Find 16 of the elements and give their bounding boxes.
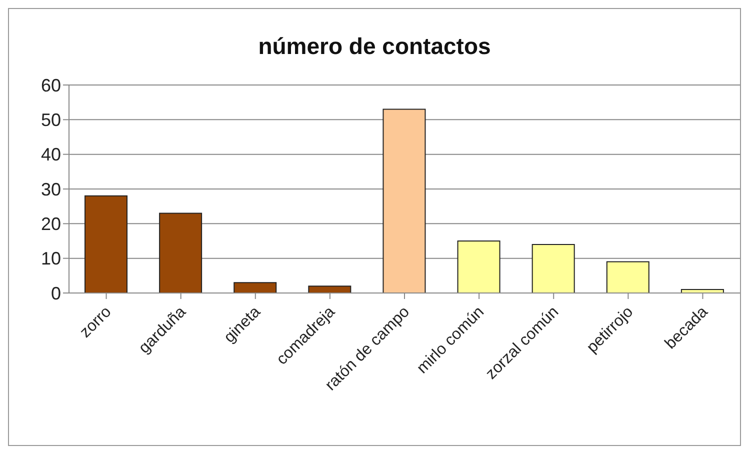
bar: [84, 195, 128, 293]
bar: [382, 108, 426, 293]
y-tick-label: 0: [50, 283, 61, 304]
y-tick-label: 60: [40, 75, 61, 96]
bar: [234, 282, 277, 293]
bar: [308, 286, 352, 293]
y-tick-label: 10: [40, 248, 61, 269]
y-tick-label: 50: [40, 110, 61, 130]
bar: [159, 212, 202, 293]
y-tick-label: 20: [40, 214, 61, 234]
y-tick-label: 40: [40, 144, 61, 165]
bar: [606, 261, 650, 293]
chart-title: número de contactos: [257, 33, 492, 61]
bar: [457, 240, 500, 293]
bar: [532, 244, 575, 293]
y-tick-label: 30: [40, 179, 61, 200]
